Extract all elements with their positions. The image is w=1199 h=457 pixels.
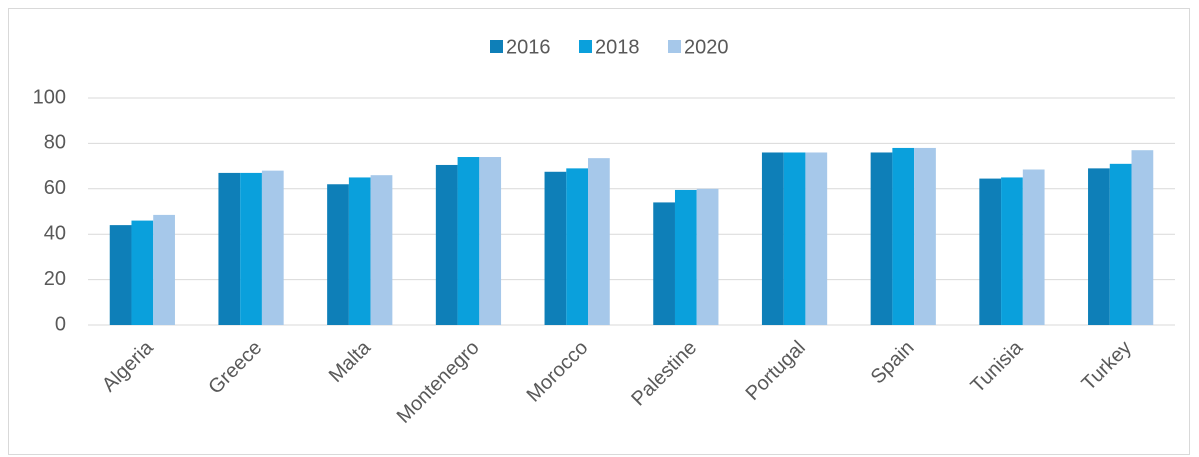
bar (1001, 177, 1023, 325)
bar (674, 189, 697, 325)
legend-label: 2020 (684, 36, 729, 58)
bar (696, 188, 719, 325)
bar (153, 214, 175, 325)
bar (805, 152, 828, 325)
legend-label: 2016 (506, 36, 551, 58)
bar (109, 225, 132, 325)
bar (1022, 169, 1045, 325)
bar (348, 177, 371, 325)
y-tick-label: 80 (44, 132, 66, 154)
bar (1088, 168, 1110, 325)
bar (1109, 163, 1132, 325)
y-tick-label: 40 (44, 222, 66, 244)
bar (870, 152, 893, 325)
bar (979, 178, 1002, 325)
bar (914, 147, 936, 325)
bar (761, 152, 784, 325)
legend-swatch (490, 40, 503, 53)
bar (218, 172, 241, 325)
legend-swatch (668, 40, 681, 53)
bar (327, 184, 349, 325)
bar (544, 171, 567, 325)
bar (479, 157, 502, 325)
legend-label: 2018 (595, 36, 640, 58)
bar (370, 175, 393, 325)
bar (457, 157, 480, 325)
bar (566, 168, 589, 325)
bar (435, 164, 458, 325)
y-tick-label: 20 (44, 268, 66, 290)
bar (783, 152, 806, 325)
y-tick-label: 0 (55, 313, 66, 335)
legend-swatch (579, 40, 592, 53)
bar (131, 220, 154, 325)
bar (892, 147, 915, 325)
bar (588, 158, 610, 325)
bar (261, 170, 284, 325)
bar (240, 172, 262, 325)
y-tick-label: 100 (33, 86, 66, 108)
bar (653, 202, 675, 325)
y-tick-label: 60 (44, 177, 66, 199)
bar (1131, 150, 1154, 325)
